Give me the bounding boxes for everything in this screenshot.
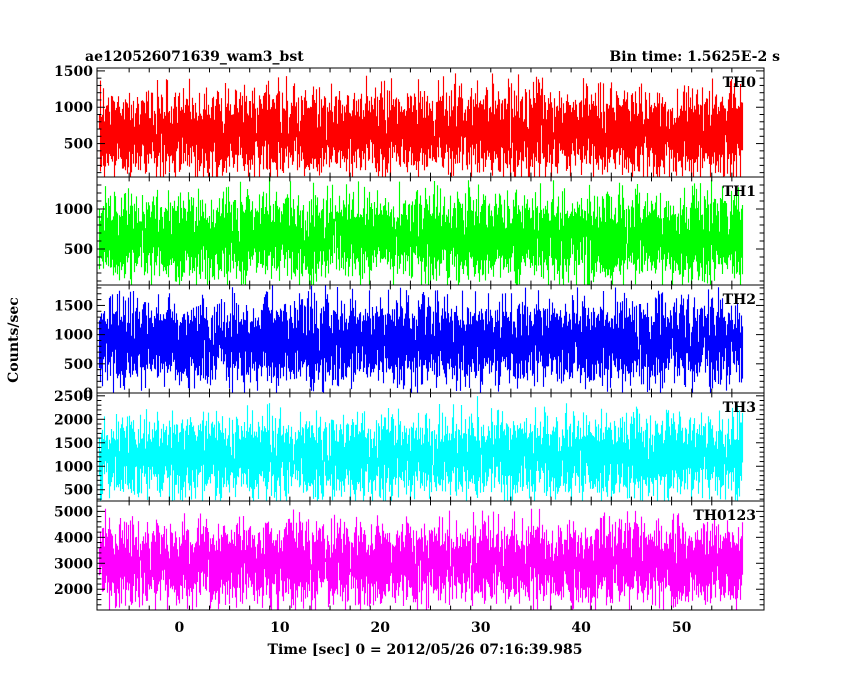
panel-label-th0123: TH0123 (693, 508, 756, 524)
series-th3 (98, 396, 744, 501)
y-tick-label-th2: 500 (64, 357, 93, 373)
y-tick-label-th0: 500 (64, 137, 93, 153)
y-tick-label-th2: 1500 (54, 298, 93, 314)
y-axis-label: Counts/sec (6, 297, 22, 383)
x-tick-label: 10 (270, 620, 290, 636)
y-tick-label-th0123: 4000 (54, 530, 93, 546)
x-tick-label: 0 (174, 620, 184, 636)
y-tick-label-th1: 1000 (54, 202, 93, 218)
y-tick-label-th3: 2000 (54, 412, 93, 428)
chart-title: ae120526071639_wam3_bst (85, 49, 304, 65)
y-tick-label-th2: 1000 (54, 328, 93, 344)
x-tick-label: 30 (471, 620, 491, 636)
x-tick-label: 40 (571, 620, 591, 636)
x-axis-label: Time [sec] 0 = 2012/05/26 07:16:39.985 (268, 642, 583, 658)
series-th1 (98, 177, 744, 285)
panel-label-th3: TH3 (723, 400, 756, 416)
y-tick-label-th0: 1500 (54, 64, 93, 80)
y-tick-label-th3: 1000 (54, 459, 93, 475)
y-tick-label-th2: 0 (83, 386, 93, 402)
panel-label-th2: TH2 (723, 292, 756, 308)
panel-label-th0: TH0 (723, 75, 757, 91)
x-tick-label: 20 (371, 620, 391, 636)
series-th0 (98, 73, 744, 177)
y-tick-label-th3: 500 (64, 483, 93, 499)
series-th2 (98, 285, 744, 393)
y-tick-label-th0123: 5000 (54, 504, 93, 520)
y-tick-label-th0123: 3000 (54, 556, 93, 572)
series-th0123 (98, 508, 744, 610)
y-tick-label-th0: 1000 (54, 100, 93, 116)
bin-time-label: Bin time: 1.5625E-2 s (609, 49, 780, 65)
y-tick-label-th3: 1500 (54, 436, 93, 452)
x-tick-label: 50 (672, 620, 692, 636)
y-tick-label-th0123: 2000 (54, 582, 93, 598)
y-tick-label-th1: 500 (64, 242, 93, 258)
panel-label-th1: TH1 (723, 184, 756, 200)
y-tick-label-th3: 2500 (54, 389, 93, 405)
